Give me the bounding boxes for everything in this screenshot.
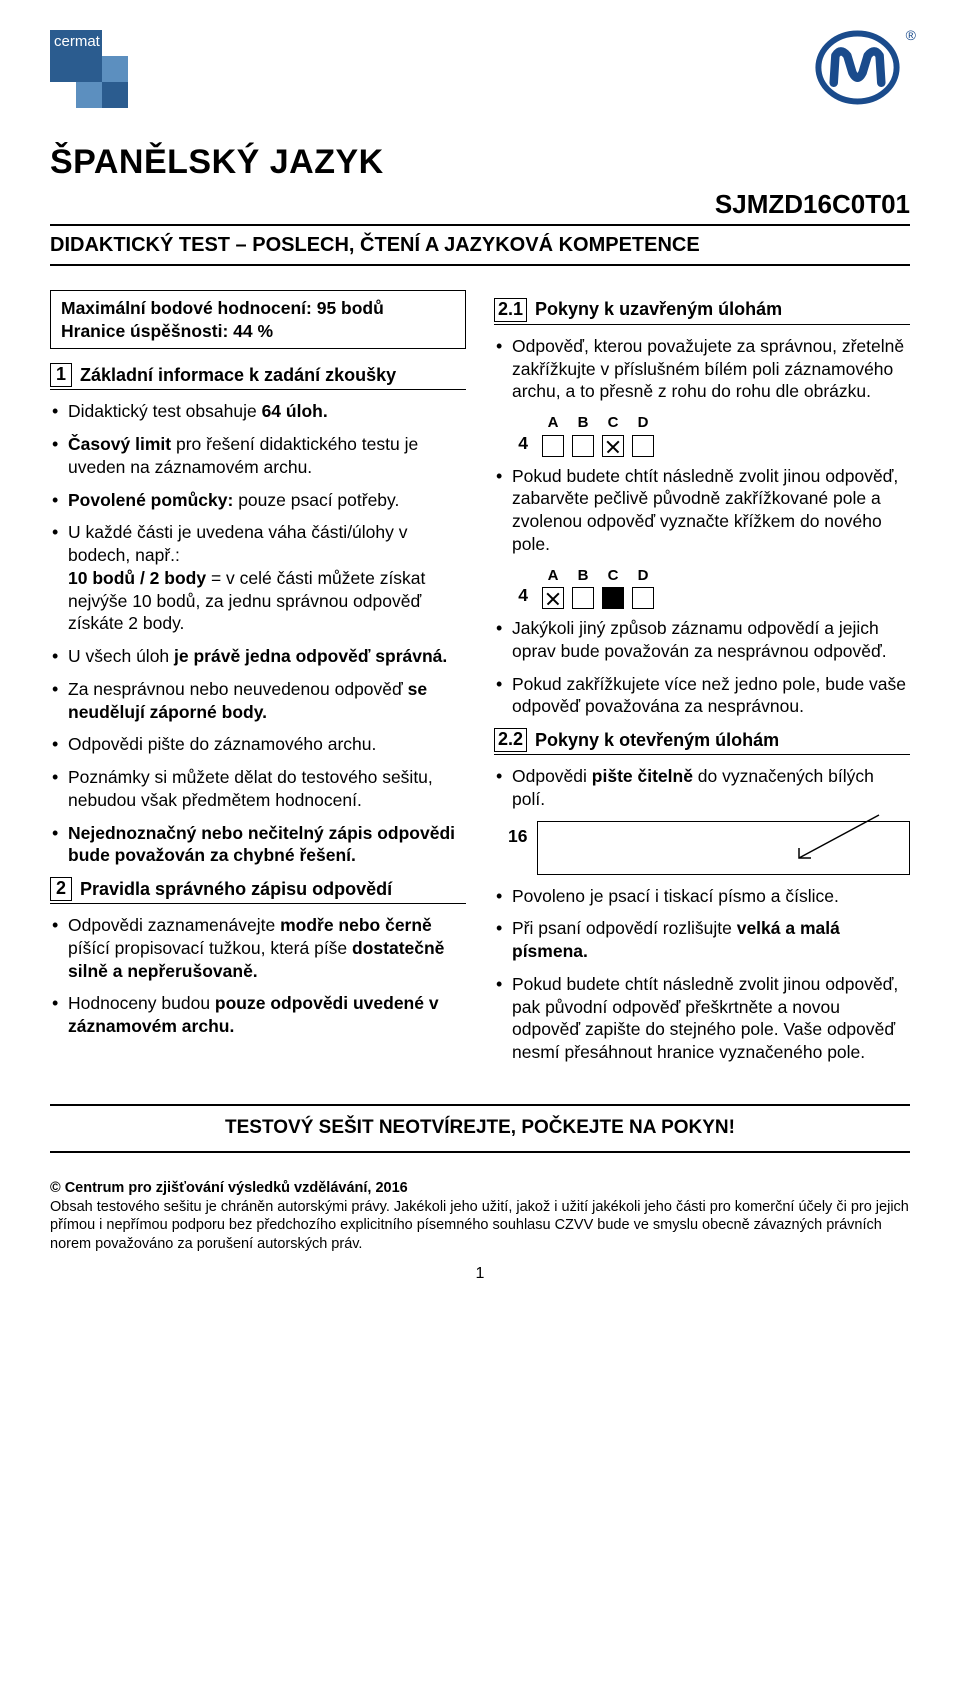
abcd-example-1: 4 A B C D (512, 413, 910, 457)
test-code: SJMZD16C0T01 (50, 188, 910, 222)
section-1-heading: 1 Základní informace k zadání zkoušky (50, 363, 466, 390)
open-answer-field (537, 821, 910, 875)
cermat-logo: cermat (50, 30, 130, 110)
list-item: Povoleno je psací i tiskací písmo a čísl… (494, 885, 910, 908)
header: cermat ® (50, 30, 910, 110)
registered-mark: ® (906, 26, 916, 44)
section-1-list: Didaktický test obsahuje 64 úloh. Časový… (50, 400, 466, 867)
abcd-cell-b: B (572, 413, 594, 457)
arrow-icon (779, 810, 889, 870)
abcd-cell-a: A (542, 566, 564, 610)
copyright-line-2: Obsah testového sešitu je chráněn autors… (50, 1199, 909, 1253)
right-column: 2.1 Pokyny k uzavřeným úlohám Odpověď, k… (494, 290, 910, 1074)
section-1-number: 1 (50, 363, 72, 387)
section-2-list: Odpovědi zaznamenávejte modře nebo černě… (50, 914, 466, 1038)
section-2-1-heading: 2.1 Pokyny k uzavřeným úlohám (494, 298, 910, 325)
copyright-block: © Centrum pro zjišťování výsledků vzdělá… (50, 1179, 910, 1254)
section-2-1-number: 2.1 (494, 298, 527, 322)
abcd-question-number: 4 (512, 584, 528, 609)
abcd-cell-d: D (632, 566, 654, 610)
list-item: Při psaní odpovědí rozlišujte velká a ma… (494, 917, 910, 963)
page-number: 1 (50, 1264, 910, 1285)
score-box: Maximální bodové hodnocení: 95 bodů Hran… (50, 290, 466, 350)
section-2-1-title: Pokyny k uzavřeným úlohám (535, 298, 782, 321)
left-column: Maximální bodové hodnocení: 95 bodů Hran… (50, 290, 466, 1074)
list-item: U všech úloh je právě jedna odpověď sprá… (50, 645, 466, 668)
section-2-1-list: Odpověď, kterou považujete za správnou, … (494, 335, 910, 403)
abcd-example-2: 4 A B C D (512, 566, 910, 610)
list-item: Didaktický test obsahuje 64 úloh. (50, 400, 466, 423)
abcd-cell-b: B (572, 566, 594, 610)
open-answer-example: 16 (508, 821, 910, 875)
section-2-title: Pravidla správného zápisu odpovědí (80, 878, 392, 901)
copyright-line-1: © Centrum pro zjišťování výsledků vzdělá… (50, 1180, 408, 1196)
subject-title: ŠPANĚLSKÝ JAZYK (50, 140, 910, 184)
section-2-2-number: 2.2 (494, 728, 527, 752)
list-item: Jakýkoli jiný způsob záznamu odpovědí a … (494, 617, 910, 663)
list-item: Pokud budete chtít následně zvolit jinou… (494, 465, 910, 556)
m-logo: ® (815, 30, 910, 110)
list-item: Nejednoznačný nebo nečitelný zápis odpov… (50, 822, 466, 868)
test-subtitle: DIDAKTICKÝ TEST – POSLECH, ČTENÍ A JAZYK… (50, 224, 910, 266)
list-item: Odpověď, kterou považujete za správnou, … (494, 335, 910, 403)
list-item: Pokud budete chtít následně zvolit jinou… (494, 973, 910, 1064)
section-2-2-list-2: Povoleno je psací i tiskací písmo a čísl… (494, 885, 910, 1064)
content-columns: Maximální bodové hodnocení: 95 bodů Hran… (50, 290, 910, 1074)
warning-band: TESTOVÝ SEŠIT NEOTVÍREJTE, POČKEJTE NA P… (50, 1104, 910, 1153)
list-item: U každé části je uvedena váha části/úloh… (50, 521, 466, 635)
list-item: Hodnoceny budou pouze odpovědi uvedené v… (50, 992, 466, 1038)
score-line-2: Hranice úspěšnosti: 44 % (61, 320, 455, 343)
abcd-cell-a: A (542, 413, 564, 457)
section-2-2-title: Pokyny k otevřeným úlohám (535, 729, 779, 752)
section-2-1-list-3: Jakýkoli jiný způsob záznamu odpovědí a … (494, 617, 910, 718)
section-2-1-list-2: Pokud budete chtít následně zvolit jinou… (494, 465, 910, 556)
list-item: Za nesprávnou nebo neuvedenou odpověď se… (50, 678, 466, 724)
section-2-2-list: Odpovědi pište čitelně do vyznačených bí… (494, 765, 910, 811)
list-item: Odpovědi pište do záznamového archu. (50, 733, 466, 756)
section-2-number: 2 (50, 877, 72, 901)
abcd-question-number: 4 (512, 432, 528, 457)
score-line-1: Maximální bodové hodnocení: 95 bodů (61, 297, 455, 320)
section-1-title: Základní informace k zadání zkoušky (80, 364, 396, 387)
list-item: Povolené pomůcky: pouze psací potřeby. (50, 489, 466, 512)
abcd-cell-c: C (602, 413, 624, 457)
list-item: Časový limit pro řešení didaktického tes… (50, 433, 466, 479)
section-2-heading: 2 Pravidla správného zápisu odpovědí (50, 877, 466, 904)
list-item: Odpovědi pište čitelně do vyznačených bí… (494, 765, 910, 811)
section-2-2-heading: 2.2 Pokyny k otevřeným úlohám (494, 728, 910, 755)
abcd-cell-c: C (602, 566, 624, 610)
list-item: Pokud zakřížkujete více než jedno pole, … (494, 673, 910, 719)
cermat-logo-label: cermat (54, 32, 100, 52)
list-item: Poznámky si můžete dělat do testového se… (50, 766, 466, 812)
open-question-number: 16 (508, 821, 527, 848)
list-item: Odpovědi zaznamenávejte modře nebo černě… (50, 914, 466, 982)
abcd-cell-d: D (632, 413, 654, 457)
